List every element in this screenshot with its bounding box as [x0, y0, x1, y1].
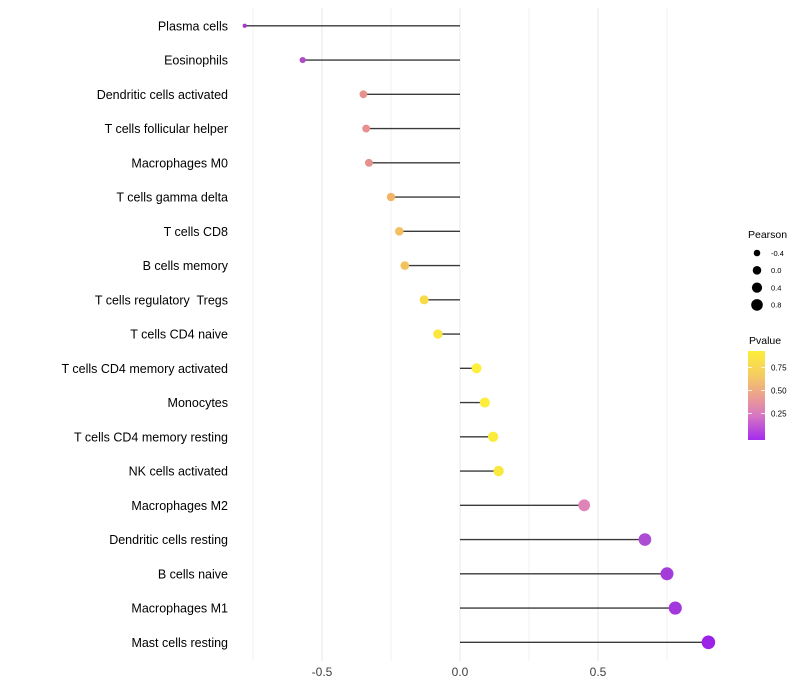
lollipop-point — [364, 158, 373, 167]
lollipop-point — [493, 465, 504, 477]
y-axis-label: Macrophages M2 — [131, 499, 228, 513]
y-axis-label: Monocytes — [168, 396, 228, 410]
y-axis-label: T cells regulatory Tregs — [95, 293, 228, 307]
pearson-legend-label: -0.4 — [771, 249, 784, 258]
y-axis-label: B cells naive — [158, 567, 228, 581]
pvalue-colorbar-tick-label: 0.25 — [771, 410, 787, 419]
x-axis-tick-label: 0.0 — [452, 665, 469, 679]
lollipop-point — [479, 397, 490, 408]
pvalue-colorbar — [748, 351, 765, 440]
lollipop-point — [386, 192, 396, 202]
pvalue-colorbar-tick-label: 0.50 — [771, 387, 787, 396]
x-axis-tick-label: 0.5 — [590, 665, 607, 679]
pvalue-colorbar-tick-label: 0.75 — [771, 364, 787, 373]
lollipop-point — [400, 261, 410, 270]
lollipop-point — [299, 56, 306, 64]
pearson-legend-title: Pearson — [748, 229, 788, 241]
lollipop-point — [701, 635, 716, 650]
lollipop-point — [395, 227, 404, 236]
lollipop-point — [419, 295, 429, 305]
pearson-legend-label: 0.8 — [771, 301, 781, 310]
pearson-legend-label: 0.0 — [771, 266, 781, 275]
y-axis-label: T cells gamma delta — [116, 191, 228, 205]
pearson-legend-dot — [753, 249, 761, 257]
lollipop-point — [433, 329, 443, 339]
y-axis-label: NK cells activated — [129, 465, 228, 479]
lollipop-point — [578, 499, 591, 512]
y-axis-label: Plasma cells — [158, 19, 228, 33]
y-axis-label: T cells CD8 — [164, 225, 228, 239]
lollipop-point — [487, 431, 499, 442]
y-axis-label: T cells follicular helper — [105, 122, 228, 136]
pearson-legend-dot — [751, 282, 763, 293]
lollipop-point — [362, 124, 371, 133]
y-axis-label: T cells CD4 naive — [130, 328, 228, 342]
lollipop-point — [668, 601, 682, 615]
lollipop-point — [242, 23, 247, 28]
y-axis-label: Macrophages M0 — [131, 156, 228, 170]
x-axis-tick-label: -0.5 — [312, 665, 333, 679]
lollipop-point — [638, 533, 652, 546]
pearson-legend-dot — [751, 299, 763, 311]
y-axis-label: Eosinophils — [164, 54, 228, 68]
pearson-legend-label: 0.4 — [771, 283, 781, 292]
y-axis-label: Macrophages M1 — [131, 602, 228, 616]
y-axis-label: B cells memory — [143, 259, 229, 273]
y-axis-label: Dendritic cells activated — [97, 88, 228, 102]
lollipop-point — [471, 363, 482, 374]
pvalue-legend-title: Pvalue — [749, 335, 782, 347]
y-axis-label: Dendritic cells resting — [109, 533, 228, 547]
pearson-legend-dot — [752, 266, 762, 275]
y-axis-label: T cells CD4 memory activated — [62, 362, 229, 376]
lollipop-point — [660, 567, 674, 581]
y-axis-label: T cells CD4 memory resting — [74, 430, 228, 444]
lollipop-point — [359, 90, 368, 99]
y-axis-label: Mast cells resting — [131, 636, 228, 650]
